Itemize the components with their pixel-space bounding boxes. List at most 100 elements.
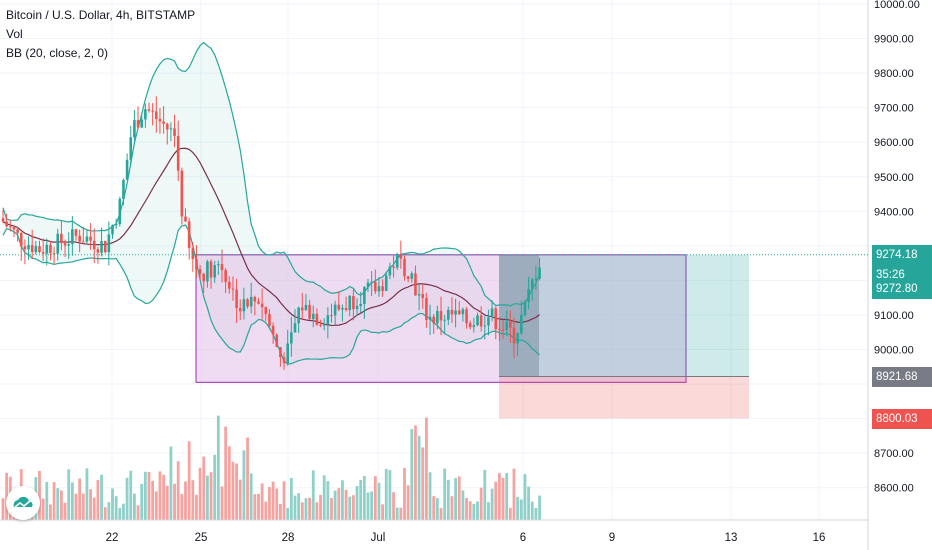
candle-body [297, 307, 300, 324]
candle-body [257, 301, 260, 304]
legend-symbol[interactable]: Bitcoin / U.S. Dollar, 4h, BITSTAMP [6, 8, 196, 22]
candle-body [388, 266, 392, 276]
candle-body [520, 314, 523, 334]
candle-body [129, 137, 133, 160]
candle-body [359, 303, 362, 307]
volume-bar [195, 494, 198, 520]
candle-body [133, 120, 136, 138]
volume-bar [78, 478, 82, 520]
volume-bar [501, 477, 505, 520]
legend-bollinger-bands[interactable]: BB (20, close, 2, 0) [6, 46, 109, 60]
volume-bar [443, 468, 447, 520]
volume-bar [344, 489, 348, 520]
long-position-drawing[interactable] [499, 254, 749, 419]
volume-bar [300, 502, 304, 520]
volume-bar [534, 507, 538, 520]
volume-bar [158, 471, 162, 520]
volume-bar [85, 468, 89, 520]
candle-body [363, 287, 366, 304]
volume-bar [169, 446, 173, 520]
candle-body [311, 313, 315, 320]
candle-body [19, 232, 23, 247]
volume-bar [180, 494, 184, 520]
candle-body [220, 264, 224, 271]
candle-body [392, 266, 395, 268]
volume-bar [428, 472, 432, 520]
current-price-label: 9274.18 [872, 244, 932, 265]
candle-body [125, 159, 129, 180]
price-tick-label: 8700.00 [874, 448, 914, 460]
volume-bar [213, 454, 217, 520]
candle-body [16, 229, 19, 233]
candle-body [282, 357, 286, 364]
volume-bar [111, 488, 114, 520]
volume-bar [439, 507, 443, 520]
candle-body [85, 236, 89, 242]
volume-bar [490, 488, 494, 520]
candle-body [322, 324, 326, 326]
volume-bar [425, 417, 428, 520]
candle-body [315, 313, 319, 325]
volume-bar [366, 492, 370, 520]
candle-body [319, 324, 322, 326]
candle-body [527, 289, 530, 302]
candle-body [96, 249, 100, 253]
volume-bar [176, 461, 180, 520]
volume-bar [227, 446, 231, 520]
candle-body [454, 310, 457, 315]
volume-bar [348, 496, 352, 520]
candle-body [228, 281, 231, 289]
volume-bar [359, 479, 363, 520]
volume-bar [100, 474, 103, 520]
volume-bar [151, 480, 155, 520]
tradingview-logo[interactable] [6, 486, 40, 520]
time-tick-label: 6 [520, 532, 526, 544]
candle-body [425, 297, 428, 320]
bollinger-upper-line [2, 41, 541, 307]
legend-volume[interactable]: Vol [6, 27, 23, 41]
volume-bar [202, 456, 206, 520]
volume-bar [326, 481, 330, 520]
volume-bar [246, 437, 249, 520]
candle-body [421, 294, 425, 298]
volume-bar [355, 486, 359, 520]
volume-bar [133, 493, 136, 520]
candle-body [180, 170, 184, 217]
volume-bar [322, 475, 326, 520]
candle-body [242, 299, 246, 312]
volume-bar [70, 482, 74, 520]
candle-body [144, 109, 147, 120]
price-tick-label: 9500.00 [874, 172, 914, 184]
candle-body [512, 327, 516, 344]
price-tick-label: 9000.00 [874, 345, 914, 357]
volume-bar [279, 504, 282, 520]
loss-zone [499, 376, 749, 419]
volume-bar [370, 491, 374, 520]
volume-bar [249, 473, 253, 520]
price-tick-label: 9400.00 [874, 206, 914, 218]
candle-body [238, 308, 242, 312]
candle-body [147, 109, 151, 111]
volume-bar [410, 429, 414, 520]
volume-bar [319, 494, 322, 520]
price-tick-label: 9900.00 [874, 34, 914, 46]
volume-bar [103, 507, 107, 520]
candle-body [187, 221, 191, 249]
volume-bar [519, 499, 523, 520]
candle-body [92, 240, 96, 250]
candle-body [279, 347, 282, 358]
candle-body [60, 233, 63, 244]
candle-body [457, 310, 461, 315]
candle-body [23, 246, 27, 250]
candle-body [253, 296, 257, 302]
candle-body [308, 304, 311, 320]
volume-bar [122, 503, 125, 520]
candle-body [191, 248, 195, 259]
candle-body [286, 343, 289, 364]
candle-body [461, 309, 465, 315]
candle-body [483, 325, 487, 327]
volume-bar [96, 480, 100, 520]
volume-bar [384, 468, 388, 520]
